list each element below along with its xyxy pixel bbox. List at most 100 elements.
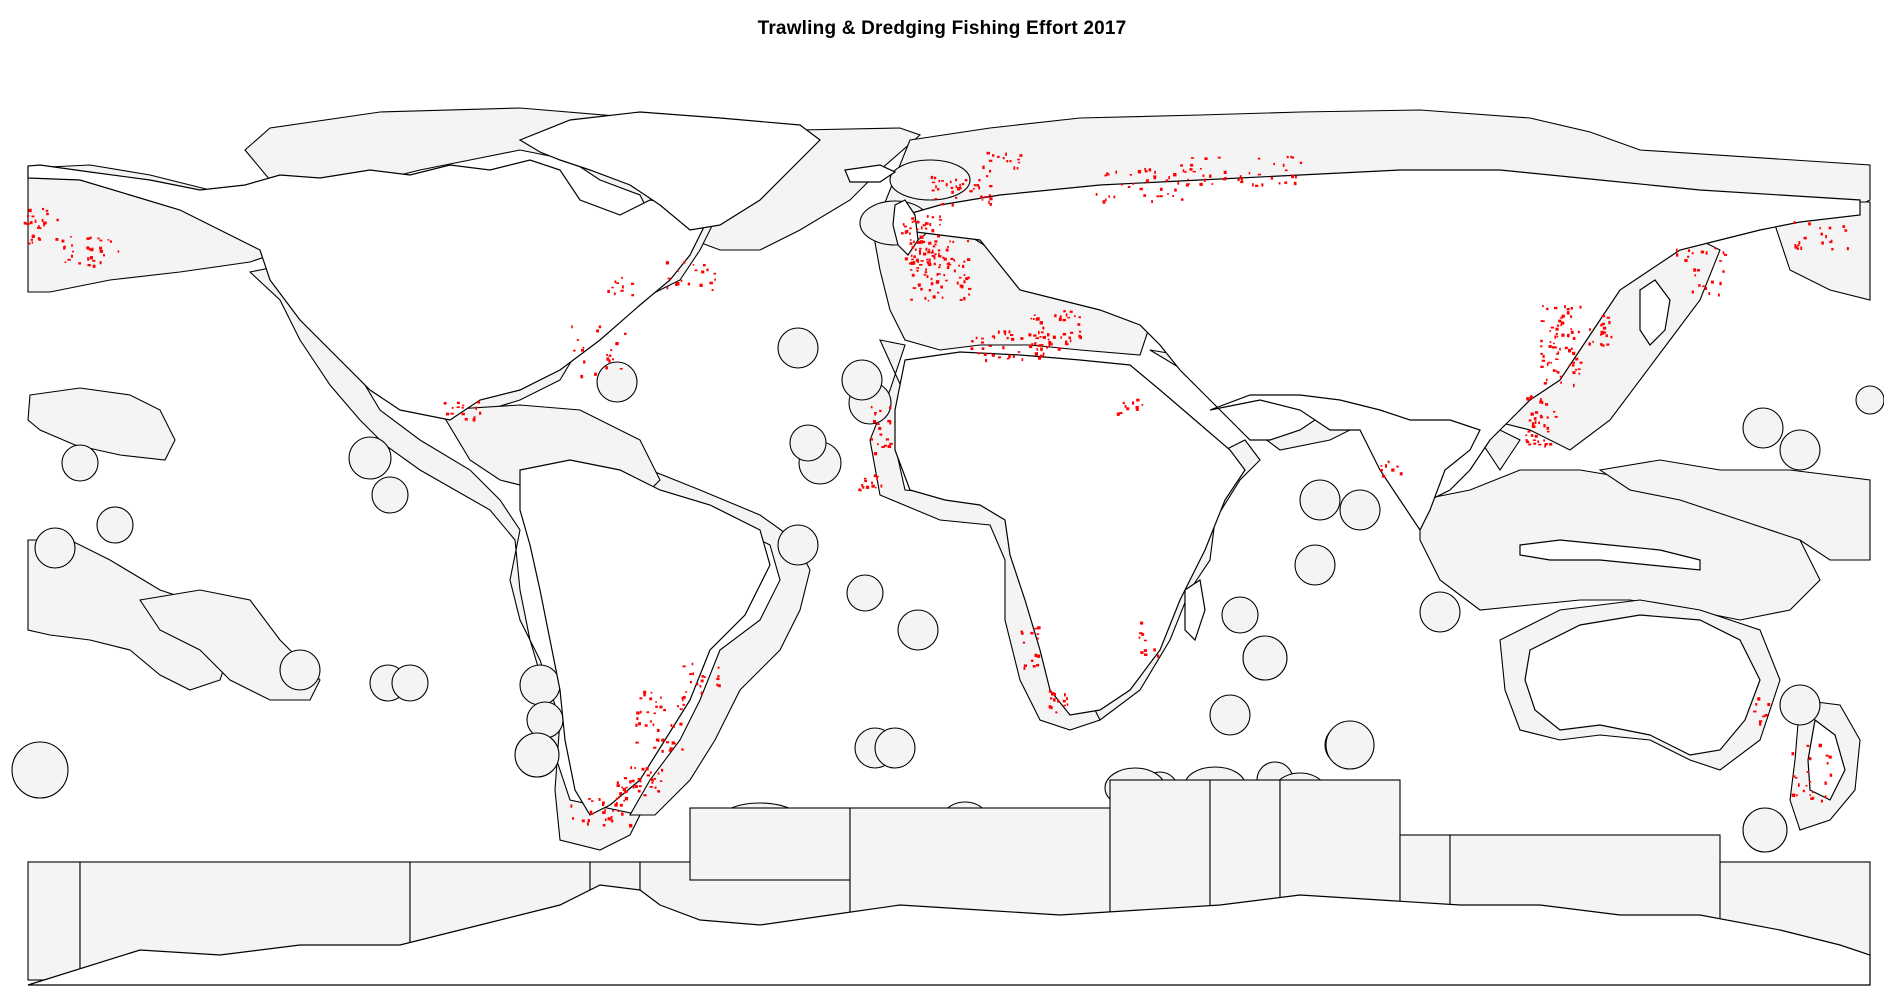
effort-mark xyxy=(1606,343,1610,346)
eez-island xyxy=(1742,807,1788,853)
effort-mark xyxy=(1603,331,1606,334)
effort-mark xyxy=(699,685,702,688)
land-indonesia xyxy=(1519,539,1701,571)
effort-mark xyxy=(587,819,590,823)
effort-mark xyxy=(681,697,685,700)
effort-mark xyxy=(986,175,989,178)
effort-mark xyxy=(1564,346,1568,350)
effort-mark xyxy=(1542,354,1545,358)
effort-mark xyxy=(1039,344,1042,347)
effort-mark xyxy=(988,200,990,204)
effort-mark xyxy=(605,366,608,370)
effort-mark xyxy=(1534,411,1539,414)
effort-mark xyxy=(1119,412,1123,414)
effort-mark xyxy=(29,221,33,225)
effort-mark xyxy=(1557,351,1560,355)
effort-mark xyxy=(1048,689,1052,693)
effort-mark xyxy=(911,221,914,224)
effort-mark xyxy=(1038,356,1042,360)
eez-europe xyxy=(869,209,1151,356)
effort-mark xyxy=(873,474,877,478)
effort-mark xyxy=(1074,315,1076,318)
effort-mark xyxy=(1541,401,1544,405)
effort-mark xyxy=(1710,280,1714,284)
effort-mark xyxy=(1066,703,1069,706)
effort-mark xyxy=(1578,372,1581,375)
effort-mark xyxy=(931,249,934,253)
effort-mark xyxy=(109,240,112,243)
effort-mark xyxy=(666,286,669,290)
effort-mark xyxy=(1066,697,1068,701)
effort-mark xyxy=(1553,410,1556,413)
effort-mark xyxy=(1533,417,1537,421)
effort-mark xyxy=(41,218,44,222)
effort-mark xyxy=(67,258,71,261)
eez-island xyxy=(846,574,884,612)
effort-mark xyxy=(1828,226,1832,230)
effort-mark xyxy=(477,400,481,404)
effort-mark xyxy=(709,281,713,285)
effort-mark xyxy=(933,262,936,266)
effort-mark xyxy=(1601,322,1605,326)
effort-mark xyxy=(934,198,938,200)
effort-mark xyxy=(1049,342,1053,346)
effort-mark xyxy=(937,273,941,275)
effort-mark xyxy=(1058,317,1062,322)
eez-island xyxy=(391,664,429,702)
effort-mark xyxy=(1558,319,1562,323)
effort-mark xyxy=(948,263,952,266)
effort-mark xyxy=(1241,178,1243,182)
effort-mark xyxy=(583,360,586,364)
effort-mark xyxy=(940,285,943,289)
effort-mark xyxy=(446,412,450,416)
effort-mark xyxy=(1177,181,1180,185)
effort-mark xyxy=(1237,178,1240,182)
effort-mark xyxy=(952,240,955,244)
effort-mark xyxy=(1549,341,1552,343)
effort-mark xyxy=(624,796,629,801)
effort-mark xyxy=(1809,780,1812,783)
effort-mark xyxy=(909,262,912,265)
effort-mark xyxy=(1533,442,1537,445)
effort-mark xyxy=(604,808,606,812)
effort-mark xyxy=(1199,182,1203,186)
effort-mark xyxy=(925,268,927,271)
effort-mark xyxy=(1293,181,1297,186)
effort-mark xyxy=(1257,157,1261,160)
land-new-zealand xyxy=(1807,718,1846,801)
effort-mark xyxy=(1526,397,1530,401)
effort-mark xyxy=(1141,404,1144,406)
effort-mark xyxy=(1257,173,1261,176)
effort-mark xyxy=(576,339,579,341)
effort-mark xyxy=(908,232,911,235)
effort-mark xyxy=(913,240,915,244)
effort-mark xyxy=(910,254,913,257)
effort-mark xyxy=(1600,323,1603,327)
effort-mark xyxy=(661,768,664,772)
effort-mark xyxy=(1078,316,1081,319)
effort-mark xyxy=(946,265,950,270)
effort-mark xyxy=(959,186,962,190)
effort-mark xyxy=(1812,796,1815,799)
effort-mark xyxy=(1846,247,1849,251)
effort-mark xyxy=(1566,311,1570,315)
effort-mark xyxy=(932,295,936,299)
effort-mark xyxy=(960,284,963,288)
effort-mark xyxy=(668,749,672,752)
effort-mark xyxy=(988,159,993,162)
effort-mark xyxy=(1054,314,1057,318)
effort-mark xyxy=(1555,332,1558,336)
effort-mark xyxy=(1546,362,1549,366)
effort-mark xyxy=(1570,330,1574,334)
effort-mark xyxy=(1553,346,1557,349)
effort-mark xyxy=(870,406,873,409)
effort-mark xyxy=(621,285,624,289)
effort-mark xyxy=(915,228,919,230)
effort-mark xyxy=(464,418,468,421)
effort-mark xyxy=(650,778,653,781)
effort-mark xyxy=(571,325,573,329)
effort-mark xyxy=(1050,706,1053,710)
effort-mark xyxy=(1694,274,1697,277)
effort-mark xyxy=(997,330,1000,334)
effort-mark xyxy=(1067,316,1071,319)
